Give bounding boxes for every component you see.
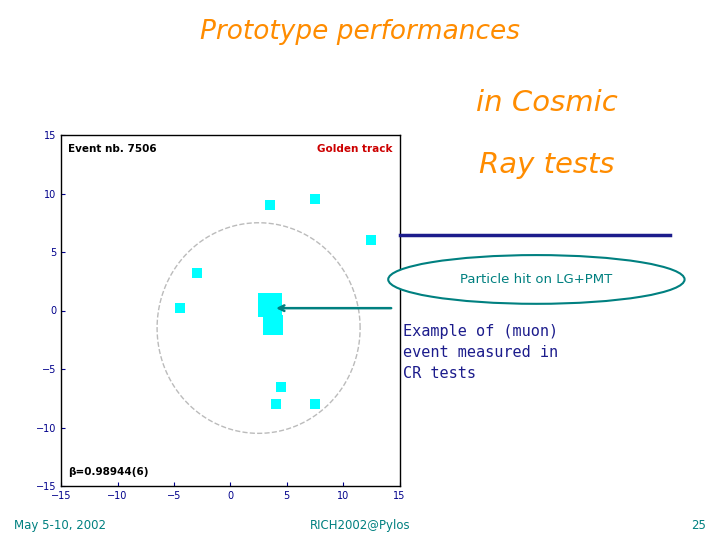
Text: May 5-10, 2002: May 5-10, 2002: [14, 519, 107, 532]
Point: [261, 300, 272, 309]
Text: Prototype performances: Prototype performances: [200, 19, 520, 45]
Point: [264, 300, 276, 309]
Point: [270, 400, 282, 408]
Text: 25: 25: [690, 519, 706, 532]
Point: [174, 304, 186, 313]
Text: in Cosmic: in Cosmic: [477, 89, 618, 117]
Point: [310, 400, 321, 408]
Text: Example of (muon)
event measured in
CR tests: Example of (muon) event measured in CR t…: [403, 324, 558, 381]
Point: [366, 236, 377, 245]
Text: β=0.98944(6): β=0.98944(6): [68, 467, 148, 477]
Text: RICH2002@Pylos: RICH2002@Pylos: [310, 519, 410, 532]
Text: Event nb. 7506: Event nb. 7506: [68, 144, 156, 154]
Point: [191, 269, 202, 278]
Point: [264, 201, 276, 210]
Text: Particle hit on LG+PMT: Particle hit on LG+PMT: [460, 273, 613, 286]
Point: [310, 195, 321, 204]
Text: Golden track: Golden track: [318, 144, 393, 154]
Point: [275, 382, 287, 391]
Text: Ray tests: Ray tests: [480, 151, 615, 179]
Point: [268, 320, 279, 329]
Ellipse shape: [388, 255, 685, 304]
